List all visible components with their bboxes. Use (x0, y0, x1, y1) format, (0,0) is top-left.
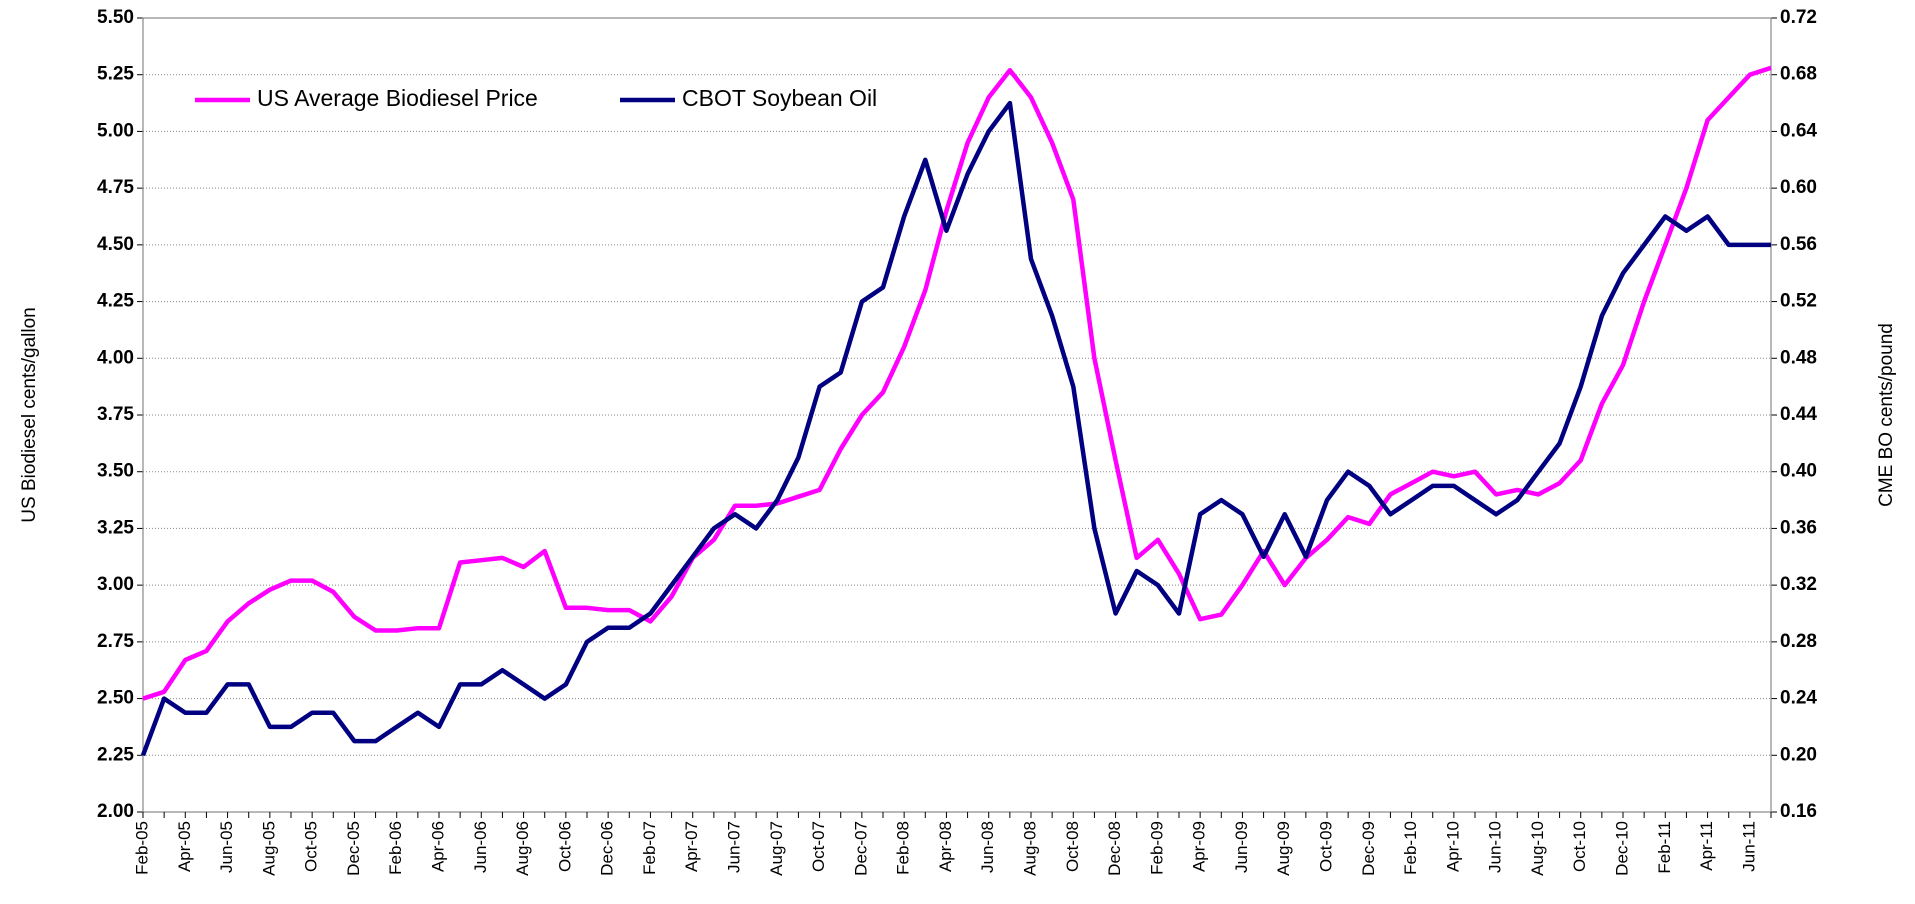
y2-tick-label: 0.24 (1780, 688, 1817, 709)
x-tick-label: Apr-06 (428, 821, 447, 872)
y-tick-label: 4.25 (97, 291, 134, 312)
x-tick-label: Oct-06 (555, 821, 574, 872)
x-tick-label: Aug-08 (1020, 821, 1039, 876)
x-tick-label: Feb-10 (1401, 821, 1420, 875)
x-tick-label: Apr-11 (1697, 821, 1716, 871)
x-tick-label: Jun-07 (724, 821, 743, 873)
x-tick-label: Feb-08 (894, 821, 913, 875)
series-line (142, 65, 1772, 701)
y2-tick-label: 0.72 (1780, 7, 1817, 28)
y2-tick-label: 0.52 (1780, 291, 1817, 312)
x-tick-label: Oct-05 (302, 821, 321, 872)
x-tick-label: Jun-08 (978, 821, 997, 873)
y2-axis-label: CME BO cents/pound (1876, 323, 1897, 507)
y-tick-label: 5.50 (97, 7, 134, 28)
y2-tick-label: 0.36 (1780, 517, 1817, 538)
y2-tick-label: 0.60 (1780, 177, 1817, 198)
y-axis-label: US Biodiesel cents/gallon (19, 307, 40, 522)
y-tick-label: 2.25 (97, 744, 134, 765)
x-tick-label: Aug-10 (1528, 821, 1547, 876)
x-tick-label: Oct-09 (1316, 821, 1335, 872)
x-tick-label: Apr-09 (1190, 821, 1209, 872)
legend-label: CBOT Soybean Oil (682, 85, 877, 111)
x-tick-label: Jun-11 (1739, 821, 1758, 872)
x-tick-label: Oct-07 (809, 821, 828, 872)
y2-tick-label: 0.32 (1780, 574, 1817, 595)
x-tick-label: Dec-07 (851, 821, 870, 876)
series-line (140, 100, 1771, 757)
y-tick-label: 4.75 (97, 177, 134, 198)
x-tick-label: Dec-06 (598, 821, 617, 876)
x-tick-label: Apr-08 (936, 821, 955, 872)
y2-tick-label: 0.64 (1780, 120, 1817, 141)
y-tick-label: 4.50 (97, 234, 134, 255)
x-tick-label: Jun-05 (217, 821, 236, 873)
y2-tick-label: 0.16 (1780, 801, 1817, 822)
x-tick-label: Dec-05 (344, 821, 363, 876)
y-tick-label: 5.00 (97, 120, 134, 141)
x-tick-label: Feb-11 (1655, 821, 1674, 874)
x-tick-label: Feb-07 (640, 821, 659, 875)
x-tick-label: Jun-06 (471, 821, 490, 873)
y2-tick-label: 0.40 (1780, 461, 1817, 482)
y-tick-label: 3.25 (97, 517, 134, 538)
plot-border (142, 17, 1772, 813)
x-tick-label: Dec-10 (1612, 821, 1631, 876)
y2-tick-label: 0.68 (1780, 64, 1817, 85)
x-tick-label: Aug-07 (767, 821, 786, 876)
x-tick-label: Jun-10 (1486, 821, 1505, 873)
y2-tick-label: 0.20 (1780, 744, 1817, 765)
x-tick-label: Apr-07 (682, 821, 701, 872)
y-tick-label: 3.75 (97, 404, 134, 425)
x-tick-label: Aug-05 (259, 821, 278, 876)
y-tick-label: 3.50 (97, 461, 134, 482)
y-tick-label: 2.50 (97, 688, 134, 709)
y2-tick-label: 0.28 (1780, 631, 1817, 652)
x-tick-label: Jun-09 (1232, 821, 1251, 873)
x-tick-label: Feb-05 (132, 821, 151, 875)
y-tick-label: 4.00 (97, 347, 134, 368)
x-tick-label: Oct-08 (1063, 821, 1082, 872)
x-tick-label: Aug-06 (513, 821, 532, 876)
x-tick-label: Apr-10 (1443, 821, 1462, 872)
legend-label: US Average Biodiesel Price (257, 85, 538, 111)
y-tick-label: 5.25 (97, 64, 134, 85)
y2-tick-label: 0.44 (1780, 404, 1817, 425)
x-tick-label: Aug-09 (1274, 821, 1293, 876)
y2-tick-label: 0.56 (1780, 234, 1817, 255)
y-tick-label: 2.75 (97, 631, 134, 652)
y-tick-label: 3.00 (97, 574, 134, 595)
x-tick-label: Apr-05 (175, 821, 194, 872)
y-tick-label: 2.00 (97, 801, 134, 822)
x-tick-label: Feb-09 (1147, 821, 1166, 875)
y2-tick-label: 0.48 (1780, 347, 1817, 368)
x-tick-label: Oct-10 (1570, 821, 1589, 872)
x-tick-label: Feb-06 (386, 821, 405, 875)
x-tick-label: Dec-09 (1359, 821, 1378, 876)
x-tick-label: Dec-08 (1105, 821, 1124, 876)
